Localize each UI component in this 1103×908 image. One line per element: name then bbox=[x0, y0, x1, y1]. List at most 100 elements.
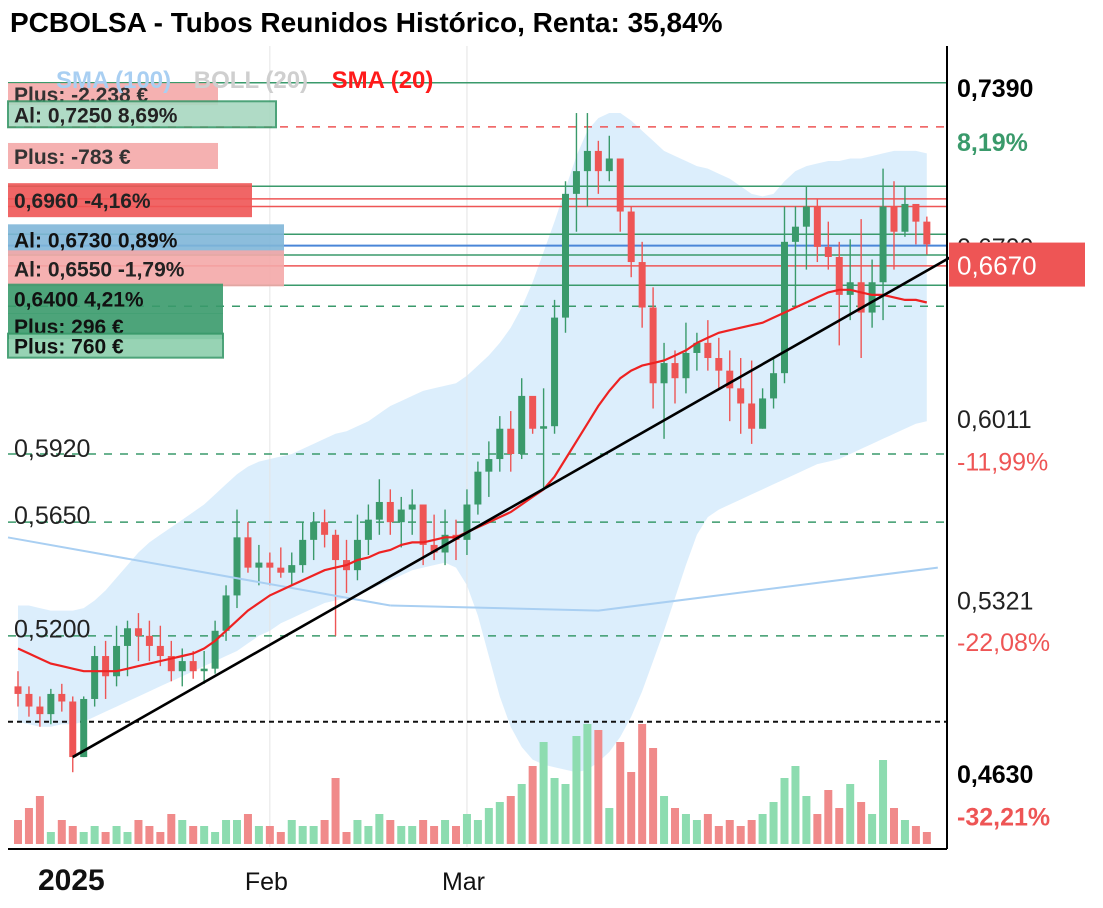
candle-body bbox=[890, 206, 898, 232]
volume-bar bbox=[550, 778, 559, 844]
left-label-box bbox=[7, 100, 277, 129]
indicator-lines bbox=[7, 250, 961, 759]
volume-bar bbox=[736, 826, 745, 844]
candle-body bbox=[485, 459, 493, 472]
candle-body bbox=[518, 395, 526, 454]
candle-body bbox=[277, 567, 285, 573]
candle-body bbox=[211, 630, 219, 669]
volume-bar bbox=[627, 772, 636, 844]
volume-bar bbox=[287, 820, 296, 844]
left-label-text: Plus: -783 € bbox=[14, 146, 131, 169]
volume-bar bbox=[57, 820, 66, 844]
candle-body bbox=[901, 203, 909, 232]
volume-bar bbox=[331, 778, 340, 844]
volume-bar bbox=[276, 832, 285, 844]
left-label-text: 0,5920 bbox=[14, 435, 90, 463]
volume-bar bbox=[265, 826, 274, 844]
volume-bar bbox=[320, 820, 329, 844]
candle-body bbox=[715, 358, 723, 371]
left-label-1: Al: 0,7250 8,69% bbox=[7, 100, 277, 129]
candle-body bbox=[879, 206, 887, 283]
candle-body bbox=[748, 403, 756, 429]
volume-bar bbox=[791, 766, 800, 844]
time-axis-label: Mar bbox=[442, 868, 485, 896]
candle-body bbox=[627, 211, 635, 263]
volume-bar bbox=[134, 820, 143, 844]
left-label-box bbox=[8, 183, 252, 218]
volume-bar bbox=[616, 742, 625, 844]
volume-bar bbox=[681, 814, 690, 844]
left-label-11: 0,5200 bbox=[14, 616, 90, 644]
candle-body bbox=[660, 363, 668, 384]
volume-bar bbox=[660, 796, 669, 844]
candle-body bbox=[244, 537, 252, 568]
candle-body bbox=[233, 537, 241, 596]
volume-bar bbox=[758, 814, 767, 844]
volume-bar bbox=[200, 826, 209, 844]
volume-bar bbox=[222, 820, 231, 844]
candle-body bbox=[463, 504, 471, 540]
bollinger-area bbox=[18, 113, 927, 773]
legend: SMA (100) BOLL (20) SMA (20) bbox=[56, 67, 433, 94]
candle-body bbox=[47, 693, 55, 715]
candle-body bbox=[222, 595, 230, 631]
time-axis-background bbox=[0, 850, 1103, 908]
left-label-box bbox=[8, 224, 284, 255]
volume-bar bbox=[419, 820, 428, 844]
candle-body bbox=[616, 158, 624, 212]
volume-bar bbox=[747, 820, 756, 844]
candle-body bbox=[189, 661, 197, 672]
candle-body bbox=[364, 519, 372, 540]
left-label-box bbox=[8, 83, 218, 106]
candle-body bbox=[562, 193, 569, 318]
volume-bar bbox=[495, 802, 504, 844]
volume-bar bbox=[145, 826, 154, 844]
volume-bar bbox=[462, 814, 471, 844]
left-label-text: 0,6960 -4,16% bbox=[14, 190, 151, 213]
candle-body bbox=[397, 509, 405, 523]
volume-bar bbox=[123, 832, 132, 844]
left-label-text: Al: 0,7250 8,69% bbox=[14, 104, 178, 127]
candlesticks bbox=[14, 113, 931, 773]
right-label-5: 0,5321 bbox=[957, 587, 1033, 615]
volume-bar bbox=[802, 796, 811, 844]
volume-bar bbox=[671, 808, 679, 844]
candle-body bbox=[923, 221, 931, 245]
candle-body bbox=[551, 317, 559, 427]
left-label-box bbox=[8, 283, 223, 314]
candle-body bbox=[846, 282, 854, 295]
left-label-5: Al: 0,6550 -1,79% bbox=[8, 250, 284, 287]
candle-body bbox=[693, 342, 701, 353]
candle-body bbox=[430, 544, 438, 553]
volume-bar bbox=[79, 832, 88, 844]
candle-body bbox=[124, 628, 131, 646]
volume-bar bbox=[167, 814, 176, 844]
volume-bar bbox=[254, 826, 263, 844]
candle-body bbox=[156, 645, 164, 657]
right-label-0: 0,7390 bbox=[957, 75, 1033, 103]
volume-bar bbox=[375, 814, 384, 844]
candle-body bbox=[824, 246, 832, 257]
volume-bar bbox=[517, 784, 526, 844]
candle-body bbox=[572, 171, 580, 194]
sma100-line bbox=[7, 536, 391, 607]
volume-bar bbox=[452, 826, 460, 844]
volume-bar bbox=[692, 820, 701, 844]
volume-bar bbox=[879, 760, 888, 844]
volume-bar bbox=[24, 808, 33, 844]
candle-body bbox=[321, 522, 329, 535]
axes: 2025 Feb Mar bbox=[0, 46, 1103, 908]
volume-bar bbox=[857, 802, 866, 844]
right-label-3: 0,6011 bbox=[957, 406, 1032, 434]
left-labels: Plus: -2.238 €Al: 0,7250 8,69%Plus: -783… bbox=[7, 83, 284, 644]
current-price-tag bbox=[949, 242, 1085, 287]
left-label-box bbox=[7, 332, 224, 359]
left-label-text: 0,6400 4,21% bbox=[14, 289, 144, 312]
volume-bar bbox=[156, 832, 165, 844]
legend-item-0: SMA (100) bbox=[56, 67, 171, 94]
volume-bar bbox=[638, 724, 647, 844]
candle-body bbox=[474, 471, 482, 505]
volume-bar bbox=[868, 814, 877, 844]
candle-body bbox=[496, 428, 504, 460]
volume-bar bbox=[112, 826, 121, 844]
